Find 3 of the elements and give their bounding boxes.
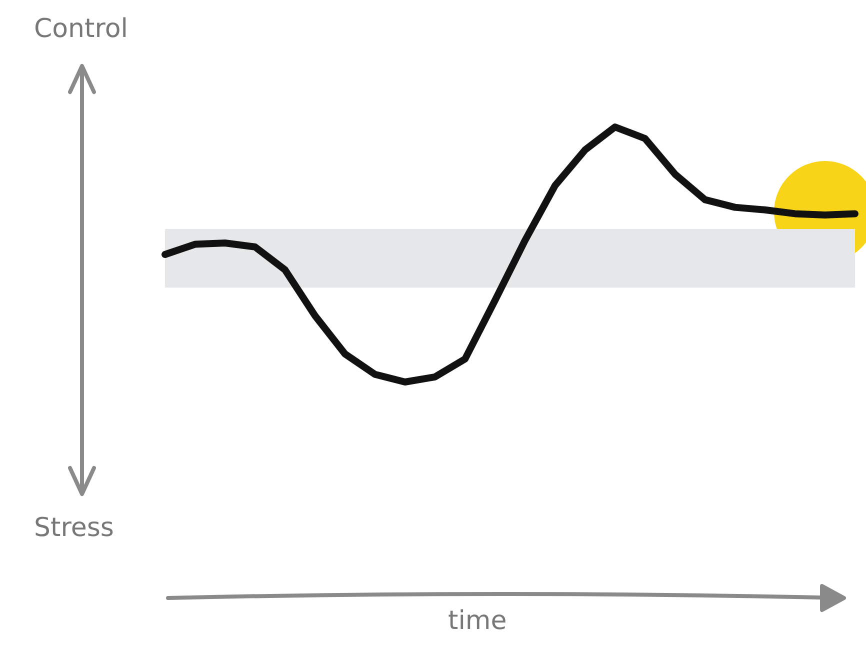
text: Control (34, 14, 128, 44)
text: time (448, 606, 507, 636)
text: Stress (34, 513, 114, 543)
